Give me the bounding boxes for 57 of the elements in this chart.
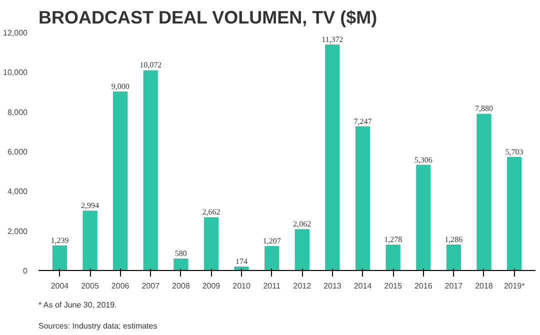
bar xyxy=(355,126,370,270)
bar xyxy=(294,229,310,270)
x-tick-label: 2005 xyxy=(81,282,100,290)
x-tick-label: 2004 xyxy=(50,282,70,290)
bar xyxy=(82,210,98,270)
y-tick-label: 6,000 xyxy=(7,148,28,156)
bar xyxy=(113,92,128,270)
data-label: 5,306 xyxy=(414,155,432,164)
x-tick-label: 2013 xyxy=(324,282,342,290)
bar xyxy=(204,217,219,270)
source-note: Sources: Industry data; estimates xyxy=(38,322,158,330)
x-tick-label: 2011 xyxy=(263,282,281,290)
x-tick-label: 2007 xyxy=(142,282,160,290)
y-tick-label: 10,000 xyxy=(3,68,28,78)
x-tick-label: 2015 xyxy=(384,282,403,290)
data-label: 9,000 xyxy=(111,82,130,91)
x-tick-label: 2019* xyxy=(504,282,525,290)
y-tick-label: 8,000 xyxy=(7,108,28,117)
bar xyxy=(52,245,68,270)
text: * As of June 30, 2019. xyxy=(38,300,117,310)
bar xyxy=(446,244,461,270)
x-tick-label: 2016 xyxy=(414,282,433,290)
x-tick-label: 2010 xyxy=(232,282,251,290)
x-tick-label: 2009 xyxy=(202,282,221,290)
bar xyxy=(416,164,431,270)
x-tick-label: 2006 xyxy=(111,282,130,290)
data-label: 1,278 xyxy=(384,235,402,244)
y-tick-label: 0 xyxy=(23,266,28,276)
bar xyxy=(506,156,522,270)
y-tick-label: 4,000 xyxy=(7,187,28,196)
chart-title: BROADCAST DEAL VOLUMEN, TV ($M) xyxy=(38,8,378,28)
x-tick-label: 2017 xyxy=(444,282,464,290)
bar xyxy=(476,114,492,270)
bar xyxy=(174,258,188,270)
y-tick-label: 2,000 xyxy=(7,226,28,236)
data-label: 2,662 xyxy=(202,208,220,217)
bar xyxy=(325,44,340,270)
y-tick-label: 12,000 xyxy=(3,28,28,38)
data-label: 7,247 xyxy=(354,116,372,126)
data-label: 11,372 xyxy=(322,34,344,44)
data-label: 7,880 xyxy=(474,104,493,114)
bar xyxy=(143,70,158,270)
data-label: 2,062 xyxy=(293,220,312,229)
data-label: 2,994 xyxy=(81,201,100,210)
data-label: 1,239 xyxy=(50,236,69,245)
data-label: 580 xyxy=(174,248,187,258)
x-tick-label: 2012 xyxy=(293,282,312,290)
x-tick-label: 2018 xyxy=(475,282,494,290)
data-label: 5,703 xyxy=(505,147,524,156)
bar xyxy=(386,244,400,270)
x-tick-label: 2008 xyxy=(172,282,190,290)
data-label: 1,207 xyxy=(262,236,281,246)
data-label: 1,286 xyxy=(444,234,463,244)
data-label: 174 xyxy=(236,257,248,266)
x-tick-label: 2014 xyxy=(354,282,372,290)
bar xyxy=(264,246,280,270)
data-label: 10,072 xyxy=(140,60,162,70)
